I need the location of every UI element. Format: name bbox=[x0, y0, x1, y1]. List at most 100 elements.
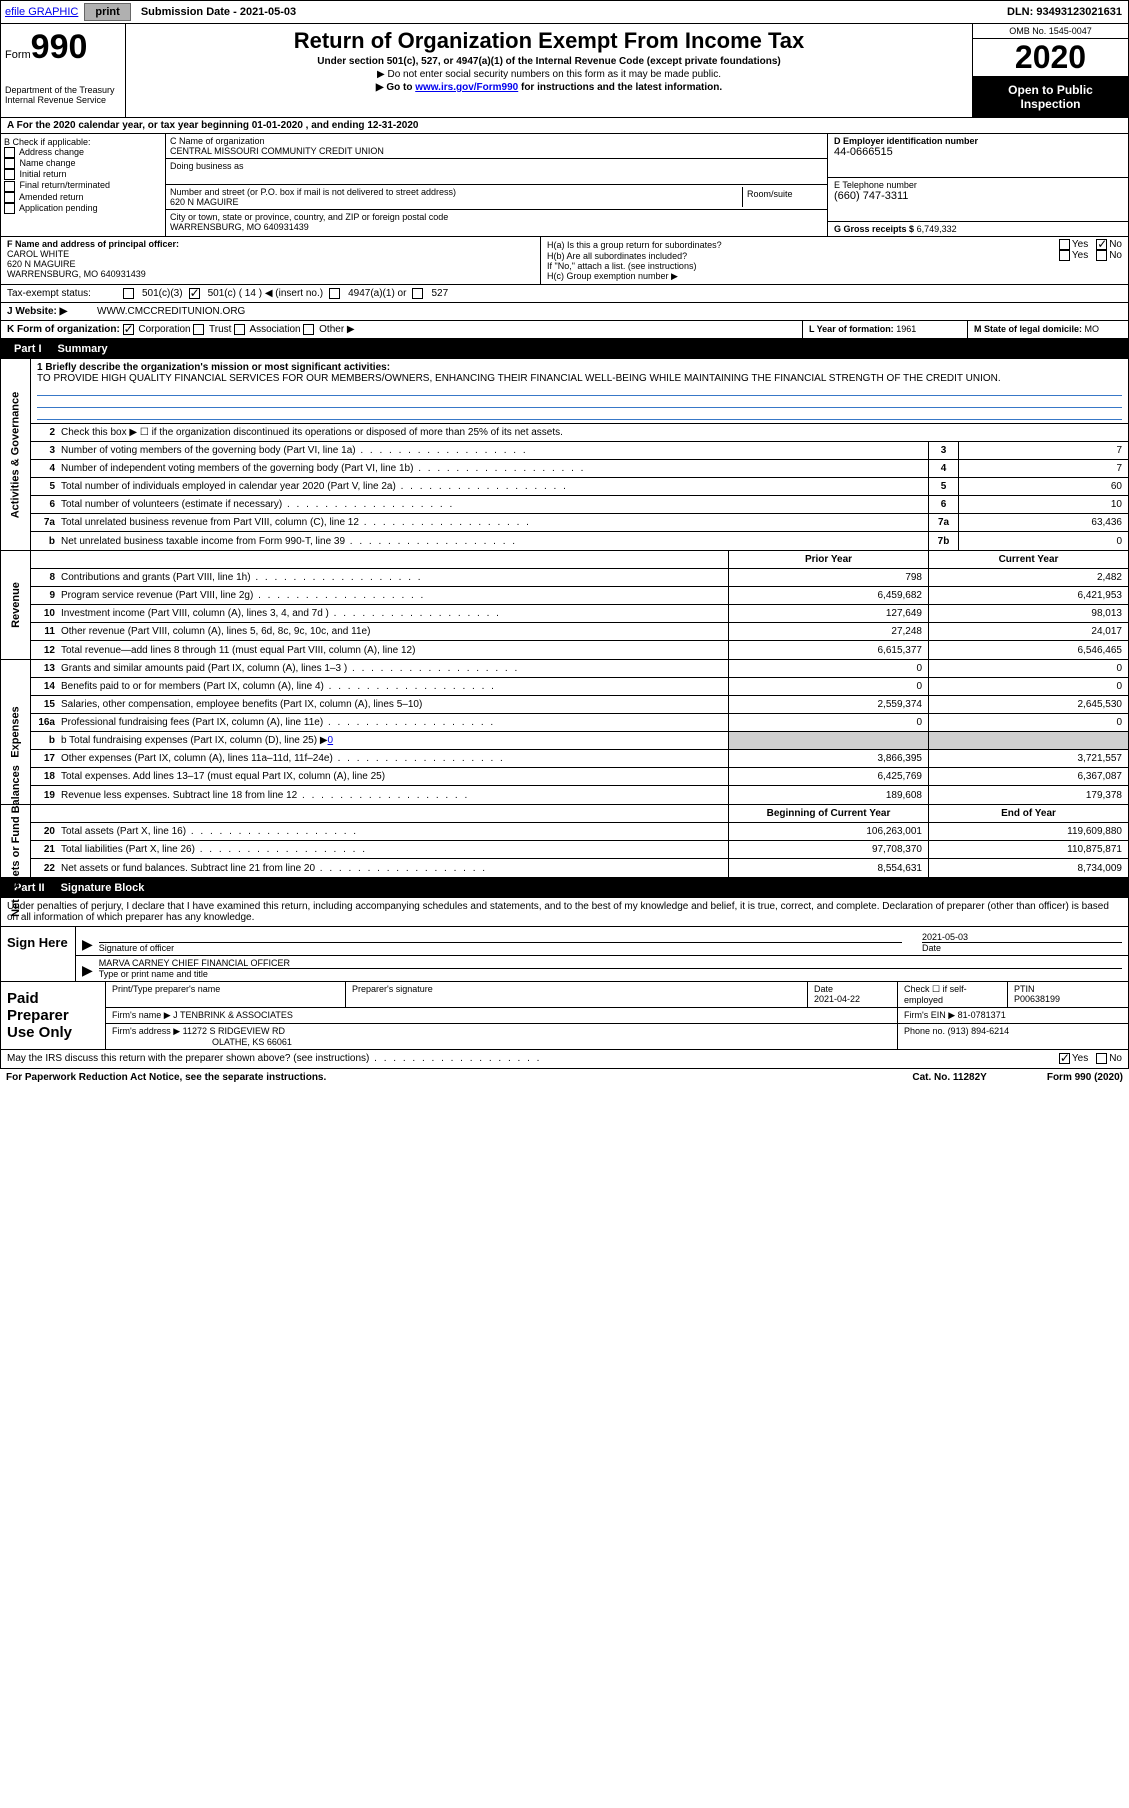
cb-527[interactable] bbox=[412, 288, 423, 299]
checkbox-pending[interactable] bbox=[4, 203, 15, 214]
cb-corp[interactable] bbox=[123, 324, 134, 335]
instruction-1: ▶ Do not enter social security numbers o… bbox=[136, 69, 962, 80]
cb-501c3[interactable] bbox=[123, 288, 134, 299]
opt-final: Final return/terminated bbox=[20, 180, 111, 190]
c10: 98,013 bbox=[928, 605, 1128, 622]
opt-trust: Trust bbox=[209, 324, 231, 335]
irs-link[interactable]: www.irs.gov/Form990 bbox=[415, 82, 518, 93]
street-address: 620 N MAGUIRE bbox=[170, 197, 742, 207]
checkbox-final[interactable] bbox=[4, 181, 15, 192]
p13: 0 bbox=[728, 660, 928, 677]
faddr-label: Firm's address ▶ bbox=[112, 1026, 180, 1036]
checkbox-amended[interactable] bbox=[4, 192, 15, 203]
print-button[interactable]: print bbox=[84, 3, 130, 21]
line-10: Investment income (Part VIII, column (A)… bbox=[61, 606, 728, 621]
efile-link[interactable]: efile GRAPHIC bbox=[1, 4, 82, 20]
checkbox-initial[interactable] bbox=[4, 169, 15, 180]
city-state-zip: WARRENSBURG, MO 640931439 bbox=[170, 222, 823, 232]
city-label: City or town, state or province, country… bbox=[170, 212, 823, 222]
cb-assoc[interactable] bbox=[234, 324, 245, 335]
c14: 0 bbox=[928, 678, 1128, 695]
pra-notice: For Paperwork Reduction Act Notice, see … bbox=[6, 1072, 326, 1083]
beg-year-header: Beginning of Current Year bbox=[728, 805, 928, 822]
room-suite-label: Room/suite bbox=[743, 187, 823, 207]
mission-box: 1 Briefly describe the organization's mi… bbox=[31, 359, 1128, 424]
b-label: B Check if applicable: bbox=[4, 137, 162, 147]
line-17: Other expenses (Part IX, column (A), lin… bbox=[61, 751, 728, 766]
fein: 81-0781371 bbox=[958, 1010, 1006, 1020]
m-label: M State of legal domicile: bbox=[974, 324, 1082, 334]
line-4: Number of independent voting members of … bbox=[61, 461, 928, 476]
part-2-title: Signature Block bbox=[61, 882, 145, 894]
form-number-box: Form990 Department of the Treasury Inter… bbox=[1, 24, 126, 117]
year-box: OMB No. 1545-0047 2020 Open to Public In… bbox=[973, 24, 1128, 117]
p21: 97,708,370 bbox=[728, 841, 928, 858]
p16b-gray bbox=[728, 732, 928, 749]
sign-here-row: Sign Here ▶ Signature of officer 2021-05… bbox=[0, 927, 1129, 982]
form-header: Form990 Department of the Treasury Inter… bbox=[0, 24, 1129, 118]
line-6: Total number of volunteers (estimate if … bbox=[61, 497, 928, 512]
opt-name-change: Name change bbox=[20, 158, 76, 168]
line-13: Grants and similar amounts paid (Part IX… bbox=[61, 661, 728, 676]
end-year-header: End of Year bbox=[928, 805, 1128, 822]
ha-no[interactable] bbox=[1096, 239, 1107, 250]
tel-label: E Telephone number bbox=[834, 180, 1122, 190]
cb-501c[interactable] bbox=[189, 288, 200, 299]
opt-pending: Application pending bbox=[19, 203, 98, 213]
checkbox-address-change[interactable] bbox=[4, 147, 15, 158]
open-to-public: Open to Public Inspection bbox=[973, 77, 1128, 117]
discuss-text: May the IRS discuss this return with the… bbox=[7, 1053, 541, 1064]
instruction-2: ▶ Go to www.irs.gov/Form990 for instruct… bbox=[136, 82, 962, 93]
line-14: Benefits paid to or for members (Part IX… bbox=[61, 679, 728, 694]
line-7b: Net unrelated business taxable income fr… bbox=[61, 534, 928, 549]
date-label: Date bbox=[922, 943, 941, 953]
ha-yes[interactable] bbox=[1059, 239, 1070, 250]
arrow-icon: ▶ bbox=[82, 962, 93, 979]
col-h: H(a) Is this a group return for subordin… bbox=[541, 237, 1128, 284]
ptin-label: PTIN bbox=[1014, 984, 1122, 994]
hb-yes[interactable] bbox=[1059, 250, 1070, 261]
rule-line bbox=[37, 384, 1122, 396]
c13: 0 bbox=[928, 660, 1128, 677]
expenses-section: Expenses 13Grants and similar amounts pa… bbox=[0, 660, 1129, 805]
line-16b: b Total fundraising expenses (Part IX, c… bbox=[61, 733, 728, 748]
form-word: Form bbox=[5, 49, 31, 61]
c17: 3,721,557 bbox=[928, 750, 1128, 767]
line-20: Total assets (Part X, line 16) bbox=[61, 824, 728, 839]
row-fh: F Name and address of principal officer:… bbox=[0, 237, 1129, 285]
discuss-no[interactable] bbox=[1096, 1053, 1107, 1064]
addr-label: Number and street (or P.O. box if mail i… bbox=[170, 187, 742, 197]
p15: 2,559,374 bbox=[728, 696, 928, 713]
cb-other[interactable] bbox=[303, 324, 314, 335]
line-22: Net assets or fund balances. Subtract li… bbox=[61, 861, 728, 876]
part-2-header: Part II Signature Block bbox=[0, 878, 1129, 898]
cb-trust[interactable] bbox=[193, 324, 204, 335]
line-16a: Professional fundraising fees (Part IX, … bbox=[61, 715, 728, 730]
hb-no[interactable] bbox=[1096, 250, 1107, 261]
opt-other: Other ▶ bbox=[319, 324, 354, 335]
col-f: F Name and address of principal officer:… bbox=[1, 237, 541, 284]
p8: 798 bbox=[728, 569, 928, 586]
submission-date: Submission Date - 2021-05-03 bbox=[133, 4, 304, 20]
cb-4947[interactable] bbox=[329, 288, 340, 299]
instr2-suffix: for instructions and the latest informat… bbox=[518, 82, 722, 93]
current-year-header: Current Year bbox=[928, 551, 1128, 568]
line-3: Number of voting members of the governin… bbox=[61, 443, 928, 458]
c11: 24,017 bbox=[928, 623, 1128, 640]
fein-label: Firm's EIN ▶ bbox=[904, 1010, 955, 1020]
line-2: Check this box ▶ ☐ if the organization d… bbox=[61, 425, 1128, 440]
subtitle: Under section 501(c), 527, or 4947(a)(1)… bbox=[136, 56, 962, 67]
line-7a: Total unrelated business revenue from Pa… bbox=[61, 515, 928, 530]
p20: 106,263,001 bbox=[728, 823, 928, 840]
sig-officer-label: Signature of officer bbox=[99, 943, 174, 953]
dept-treasury: Department of the Treasury Internal Reve… bbox=[5, 85, 121, 105]
checkbox-name-change[interactable] bbox=[4, 158, 15, 169]
c16b-gray bbox=[928, 732, 1128, 749]
discuss-yes[interactable] bbox=[1059, 1053, 1070, 1064]
paid-preparer-label: Paid Preparer Use Only bbox=[1, 982, 106, 1049]
val-7a: 63,436 bbox=[958, 514, 1128, 531]
ein: 44-0666515 bbox=[834, 146, 1122, 158]
gross-receipts: 6,749,332 bbox=[917, 224, 957, 234]
l-label: L Year of formation: bbox=[809, 324, 894, 334]
firm-phone: (913) 894-6214 bbox=[948, 1026, 1010, 1036]
